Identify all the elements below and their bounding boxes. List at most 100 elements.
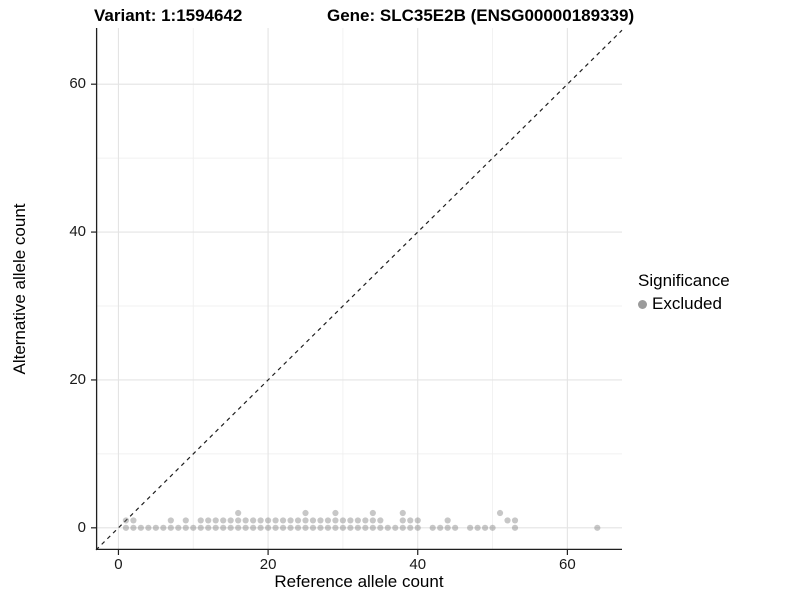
- data-point: [294, 524, 302, 531]
- data-point: [452, 524, 459, 531]
- data-point: [481, 524, 489, 531]
- data-point: [182, 524, 189, 531]
- data-point: [511, 517, 519, 524]
- y-tick-label: 0: [77, 518, 86, 536]
- data-point: [467, 524, 474, 531]
- data-point: [347, 517, 354, 524]
- data-point: [257, 517, 264, 524]
- data-point: [414, 517, 421, 524]
- data-point: [309, 517, 317, 524]
- data-point: [152, 524, 159, 531]
- data-point: [332, 509, 339, 517]
- data-point: [235, 524, 242, 531]
- data-point: [369, 509, 376, 517]
- data-point: [250, 524, 257, 531]
- data-point: [302, 524, 309, 531]
- data-point: [362, 517, 369, 524]
- data-point: [220, 524, 227, 531]
- data-point: [377, 517, 384, 524]
- data-point: [399, 524, 406, 531]
- legend: Significance Excluded: [638, 271, 730, 314]
- data-point: [227, 524, 234, 531]
- data-point: [302, 509, 309, 517]
- data-point: [317, 517, 324, 524]
- data-point: [145, 524, 152, 531]
- chart-title-gene: Gene: SLC35E2B (ENSG00000189339): [327, 6, 635, 25]
- data-point: [377, 524, 384, 531]
- data-point: [279, 517, 287, 524]
- data-point: [197, 517, 204, 524]
- data-point: [339, 524, 347, 531]
- x-axis-label: Reference allele count: [274, 572, 444, 591]
- data-point: [212, 524, 219, 531]
- data-point: [220, 517, 227, 524]
- data-point: [407, 517, 414, 524]
- data-point: [130, 517, 137, 524]
- data-point: [272, 524, 279, 531]
- data-point: [496, 509, 504, 517]
- data-point: [242, 524, 249, 531]
- data-point: [332, 524, 339, 531]
- data-point: [264, 524, 272, 531]
- data-point: [354, 524, 361, 531]
- data-point: [489, 524, 496, 531]
- data-point: [324, 524, 332, 531]
- x-tick-label: 0: [114, 556, 123, 573]
- legend-point-icon: [638, 299, 647, 309]
- data-point: [122, 517, 130, 524]
- data-point: [369, 524, 376, 531]
- data-point: [369, 517, 376, 524]
- x-tick-label: 20: [259, 556, 277, 573]
- data-point: [279, 524, 287, 531]
- data-point: [122, 524, 130, 531]
- data-point: [392, 524, 399, 531]
- data-point: [287, 517, 294, 524]
- data-point: [212, 517, 219, 524]
- data-point: [339, 517, 347, 524]
- data-point: [264, 517, 272, 524]
- data-point: [444, 517, 451, 524]
- y-axis-label-text: Alternative allele count: [10, 203, 29, 375]
- data-point: [407, 524, 414, 531]
- y-tick-label: 60: [69, 75, 86, 93]
- data-point: [504, 517, 511, 524]
- data-point: [324, 517, 332, 524]
- data-point: [429, 524, 436, 531]
- legend-entry-label: Excluded: [652, 294, 722, 313]
- data-point: [272, 517, 279, 524]
- legend-title: Significance: [638, 271, 730, 290]
- data-point: [175, 524, 182, 531]
- data-point: [190, 524, 197, 531]
- data-point: [137, 524, 144, 531]
- x-tick-label: 60: [559, 556, 576, 573]
- scatter-plot-panel: [91, 28, 623, 555]
- data-point: [317, 524, 324, 531]
- data-point: [594, 524, 601, 531]
- data-point: [474, 524, 481, 531]
- data-point: [294, 517, 302, 524]
- data-point: [362, 524, 369, 531]
- data-point: [160, 524, 167, 531]
- data-point: [347, 524, 354, 531]
- data-point: [235, 509, 242, 517]
- data-point: [287, 524, 294, 531]
- data-point: [242, 517, 249, 524]
- data-point: [130, 524, 137, 531]
- data-point: [205, 524, 212, 531]
- data-point: [167, 524, 174, 531]
- data-point: [235, 517, 242, 524]
- y-tick-label: 20: [69, 370, 86, 388]
- data-point: [414, 524, 421, 531]
- data-point: [197, 524, 204, 531]
- identity-line: [95, 29, 623, 551]
- data-point: [399, 509, 406, 517]
- chart-title-variant: Variant: 1:1594642: [94, 6, 243, 25]
- data-point: [309, 524, 317, 531]
- data-point: [302, 517, 309, 524]
- data-point: [250, 517, 257, 524]
- data-point: [167, 517, 174, 524]
- data-point: [437, 524, 444, 531]
- data-point: [511, 524, 519, 531]
- data-point: [257, 524, 264, 531]
